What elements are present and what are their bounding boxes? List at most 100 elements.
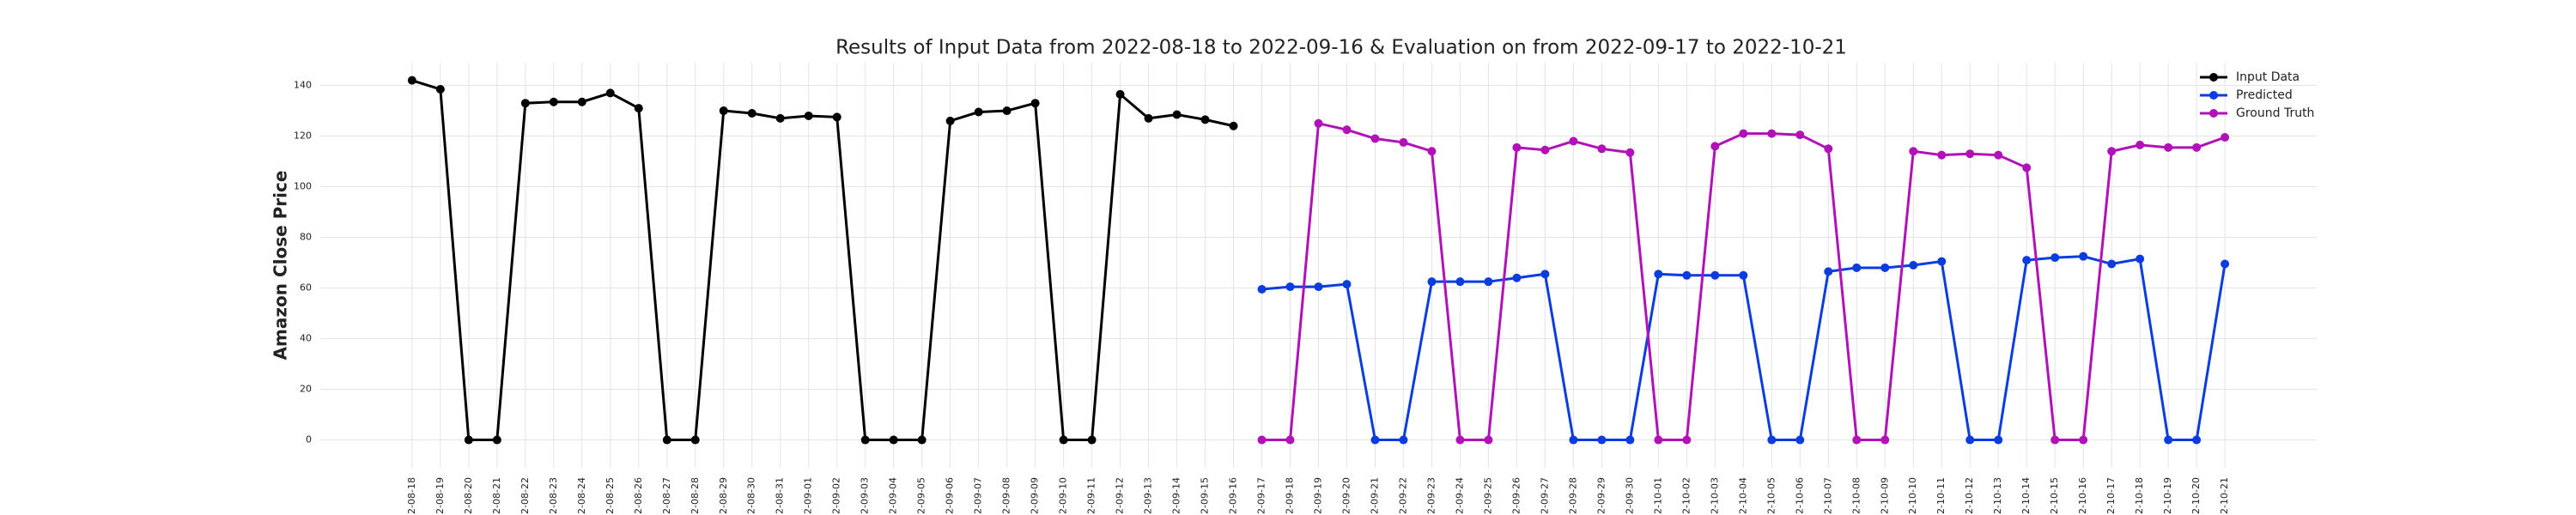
data-point — [1512, 142, 1522, 152]
data-point — [1200, 115, 1210, 124]
y-tick-label: 100 — [294, 181, 312, 192]
data-point — [1144, 113, 1153, 123]
y-tick-label: 20 — [300, 384, 312, 395]
data-point — [1314, 282, 1323, 292]
data-point — [1795, 130, 1805, 140]
data-point — [2050, 253, 2060, 263]
data-point — [1399, 435, 1408, 445]
data-point — [1994, 150, 2003, 160]
data-point — [804, 111, 813, 120]
x-tick-label: 2022-09-14 — [1171, 477, 1182, 515]
x-tick-label: 2022-08-23 — [548, 477, 559, 515]
data-point — [1965, 149, 1975, 159]
data-point — [1427, 277, 1437, 287]
y-tick-label: 60 — [300, 282, 312, 294]
x-tick-label: 2022-10-14 — [2020, 477, 2032, 515]
x-tick-label: 2022-09-19 — [1313, 477, 1324, 515]
data-point — [2164, 142, 2173, 152]
data-point — [2164, 435, 2173, 445]
data-point — [1342, 125, 1352, 135]
data-point — [1682, 435, 1692, 445]
x-tick-label: 2022-08-29 — [718, 477, 729, 515]
x-tick-label: 2022-10-18 — [2134, 477, 2145, 515]
y-tick-label: 40 — [300, 333, 312, 344]
x-tick-label: 2022-09-05 — [916, 477, 927, 515]
x-tick-label: 2022-09-16 — [1228, 477, 1239, 515]
data-point — [1654, 270, 1663, 279]
x-tick-label: 2022-09-08 — [1001, 477, 1012, 515]
x-tick-label: 2022-09-07 — [973, 477, 984, 515]
x-tick-label: 2022-09-10 — [1058, 477, 1069, 515]
x-tick-label: 2022-09-22 — [1397, 477, 1408, 515]
data-point — [1285, 435, 1295, 445]
x-tick-label: 2022-08-18 — [406, 477, 417, 515]
x-tick-label: 2022-08-30 — [746, 477, 757, 515]
data-point — [1455, 277, 1465, 287]
data-point — [2221, 259, 2230, 269]
y-tick-label: 80 — [300, 232, 312, 243]
data-point — [1002, 106, 1012, 116]
x-tick-label: 2022-09-25 — [1482, 477, 1493, 515]
x-tick-label: 2022-08-24 — [576, 477, 587, 515]
data-point — [1965, 435, 1975, 445]
data-point — [917, 435, 927, 445]
x-tick-label: 2022-09-18 — [1285, 477, 1296, 515]
data-point — [1484, 277, 1493, 287]
x-tick-label: 2022-10-05 — [1765, 477, 1777, 515]
x-tick-label: 2022-10-13 — [1992, 477, 2003, 515]
data-point — [1314, 118, 1323, 128]
data-point — [1710, 142, 1720, 151]
x-tick-label: 2022-09-04 — [888, 477, 899, 515]
x-tick-label: 2022-09-11 — [1086, 477, 1097, 515]
x-tick-label: 2022-08-27 — [661, 477, 672, 515]
y-tick-label: 140 — [294, 80, 312, 91]
data-point — [1087, 435, 1097, 445]
data-point — [945, 116, 955, 125]
x-tick-label: 2022-09-15 — [1200, 477, 1211, 515]
data-point — [1937, 150, 1947, 160]
x-tick-label: 2022-10-20 — [2190, 477, 2202, 515]
data-point — [719, 106, 728, 116]
x-tick-label: 2022-09-27 — [1539, 477, 1550, 515]
data-point — [1030, 99, 1040, 108]
data-point — [1625, 148, 1635, 157]
x-tick-label: 2022-08-26 — [633, 477, 644, 515]
data-point — [1880, 435, 1890, 445]
data-point — [889, 435, 898, 445]
data-point — [1909, 147, 1918, 156]
x-tick-label: 2022-09-09 — [1030, 477, 1041, 515]
x-tick-label: 2022-10-07 — [1822, 477, 1833, 515]
x-tick-label: 2022-09-17 — [1256, 477, 1267, 515]
data-point — [1257, 285, 1267, 294]
data-point — [1824, 267, 1833, 276]
data-point — [520, 99, 530, 108]
data-point — [1540, 270, 1550, 279]
data-point — [549, 97, 558, 106]
data-point — [2136, 140, 2145, 149]
data-point — [1625, 435, 1635, 445]
data-point — [1257, 435, 1267, 445]
x-tick-label: 2022-10-19 — [2162, 477, 2173, 515]
x-tick-label: 2022-09-28 — [1567, 477, 1578, 515]
data-point — [1767, 129, 1777, 138]
data-point — [1540, 145, 1550, 154]
data-point — [1824, 144, 1833, 154]
data-point — [860, 435, 870, 445]
chart-title: Results of Input Data from 2022-08-18 to… — [835, 37, 1847, 59]
plot — [407, 76, 2230, 445]
data-point — [1597, 435, 1607, 445]
data-point — [577, 97, 586, 106]
data-point — [492, 435, 501, 445]
data-point — [1370, 435, 1380, 445]
x-tick-label: 2022-09-30 — [1624, 477, 1635, 515]
data-point — [1399, 137, 1408, 147]
x-tick-label: 2022-09-21 — [1369, 477, 1380, 515]
data-point — [1484, 435, 1493, 445]
x-tick-label: 2022-09-01 — [803, 477, 814, 515]
data-point — [690, 435, 700, 445]
data-point — [1455, 435, 1465, 445]
x-tick-label: 2022-10-02 — [1680, 477, 1692, 515]
data-point — [435, 84, 445, 94]
data-point — [1059, 435, 1068, 445]
